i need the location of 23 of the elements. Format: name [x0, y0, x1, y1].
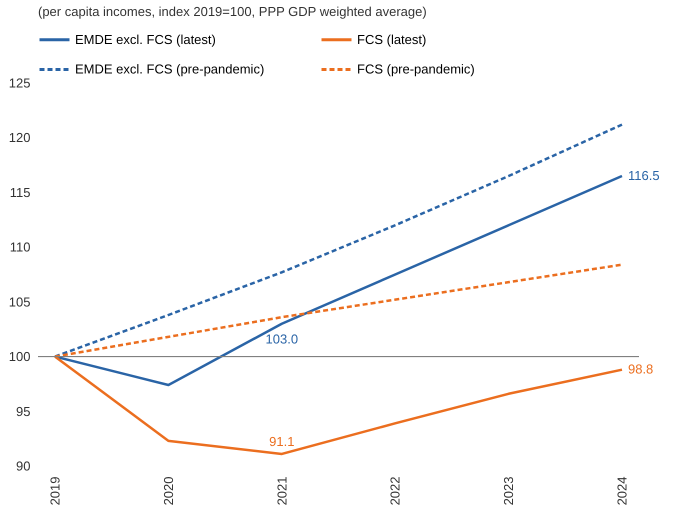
x-tick-label: 2023: [501, 476, 516, 506]
y-tick-label: 120: [8, 130, 30, 146]
data-label: 103.0: [266, 332, 298, 347]
x-tick-label: 2024: [614, 476, 630, 506]
legend-label: EMDE excl. FCS (pre-pandemic): [75, 62, 264, 76]
y-tick-label: 115: [10, 184, 30, 200]
x-tick-label: 2021: [274, 476, 290, 506]
x-tick-label: 2020: [160, 476, 176, 506]
x-tick-label: 2019: [48, 476, 63, 506]
legend-label: FCS (latest): [357, 32, 426, 47]
data-label: 91.1: [269, 434, 294, 449]
y-tick-label: 105: [8, 294, 30, 310]
data-label: 98.8: [628, 362, 654, 377]
y-tick-label: 90: [16, 458, 30, 474]
data-label: 116.5: [628, 168, 660, 184]
y-tick-label: 100: [8, 349, 30, 364]
y-tick-label: 95: [16, 404, 30, 419]
legend-label: EMDE excl. FCS (latest): [75, 32, 216, 47]
y-tick-label: 125: [8, 76, 30, 90]
chart-title: (per capita incomes, index 2019=100, PPP GDP weighted average): [38, 4, 427, 19]
x-tick-label: 2022: [388, 476, 403, 506]
y-tick-label: 110: [10, 240, 30, 255]
legend-label: FCS (pre-pandemic): [357, 62, 475, 76]
